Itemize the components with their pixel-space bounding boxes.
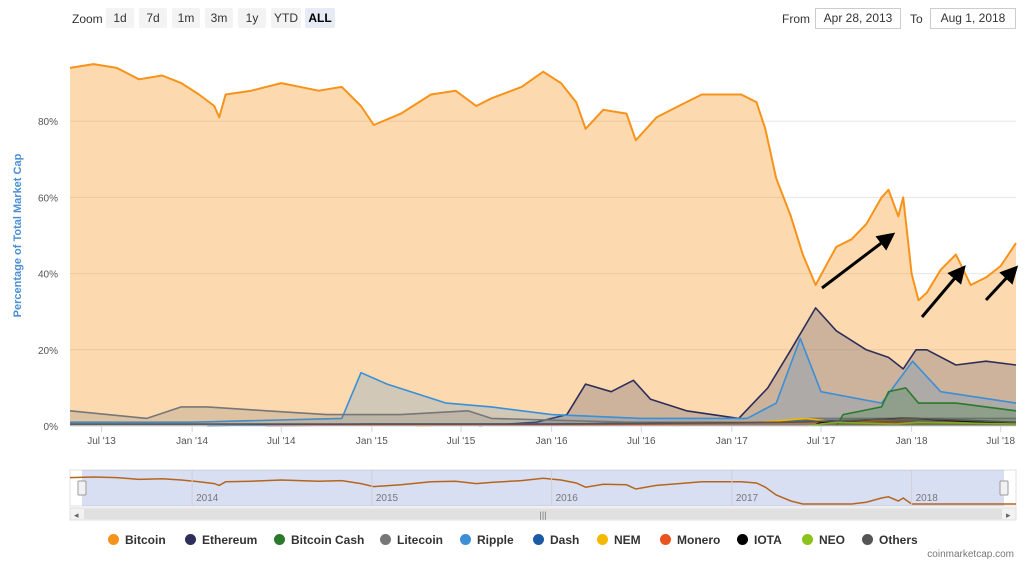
legend-dot-icon [737, 534, 748, 545]
zoom-button-1y[interactable]: 1y [238, 8, 266, 28]
x-axis: Jul '13 Jan '14 Jul '14 Jan '15 Jul '15 Jan '… [70, 425, 1016, 447]
y-tick-label: 20% [38, 346, 58, 357]
series-area-litecoin [70, 406, 1016, 426]
legend-item-others[interactable]: Others [862, 533, 918, 549]
legend-item-ethereum[interactable]: Ethereum [185, 533, 257, 549]
y-tick-label: 0% [44, 422, 59, 433]
to-label: To [910, 12, 923, 26]
zoom-button-1d[interactable]: 1d [106, 8, 134, 28]
legend-dot-icon [274, 534, 285, 545]
x-tick-label: Jul '18 [986, 436, 1015, 447]
navigator-tick-label: 2014 [196, 493, 219, 504]
legend-item-ripple[interactable]: Ripple [460, 533, 514, 549]
series-group [69, 63, 1017, 427]
legend-label: NEM [614, 533, 641, 547]
legend-label: Bitcoin Cash [291, 533, 365, 547]
legend-label: Ripple [477, 533, 514, 547]
legend-label: Monero [677, 533, 721, 547]
series-area-nem [416, 418, 1016, 426]
zoom-button-ytd[interactable]: YTD [271, 8, 301, 28]
navigator-frame [69, 469, 1017, 507]
zoom-button-7d[interactable]: 7d [139, 8, 167, 28]
zoom-button-all[interactable]: ALL [305, 8, 335, 28]
legend-dot-icon [862, 534, 873, 545]
y-tick-label: 80% [38, 117, 58, 128]
navigator-tick-label: 2018 [916, 493, 939, 504]
legend-label: Dash [550, 533, 580, 547]
legend-dot-icon [185, 534, 196, 545]
from-label: From [782, 12, 810, 26]
legend-label: Bitcoin [125, 533, 166, 547]
legend-item-iota[interactable]: IOTA [737, 533, 782, 549]
navigator-tick-label: 2017 [736, 493, 759, 504]
scroll-right-arrow[interactable]: ▸ [1006, 510, 1011, 520]
navigator-line [69, 476, 1016, 505]
x-tick-label: Jan '15 [356, 436, 388, 447]
legend-item-neo[interactable]: NEO [802, 533, 845, 549]
series-area-ethereum [479, 307, 1016, 426]
x-tick-label: Jan '14 [176, 436, 208, 447]
x-tick-label: Jan '18 [896, 436, 928, 447]
navigator-tick-label: 2016 [556, 493, 579, 504]
legend-item-monero[interactable]: Monero [660, 533, 720, 549]
scroll-left-arrow[interactable]: ◂ [74, 510, 79, 520]
legend-item-bitcoin-cash[interactable]: Bitcoin Cash [274, 533, 364, 549]
annotation-arrow [920, 265, 966, 318]
x-tick-label: Jan '17 [716, 436, 748, 447]
x-tick-label: Jul '14 [267, 436, 296, 447]
navigator-selection [82, 470, 1004, 506]
legend: Bitcoin Ethereum Bitcoin Cash Litecoin Rippl… [0, 530, 1034, 550]
y-tick-label: 40% [38, 270, 58, 281]
scrollbar-thumb[interactable] [84, 509, 1002, 519]
x-tick-label: Jul '15 [447, 436, 476, 447]
legend-dot-icon [108, 534, 119, 545]
series-area-ripple [70, 338, 1016, 426]
legend-item-nem[interactable]: NEM [597, 533, 641, 549]
x-tick-label: Jul '17 [807, 436, 836, 447]
navigator-handle-right[interactable] [999, 480, 1009, 496]
scrollbar-grip-icon: ||| [539, 510, 546, 520]
navigator-tick-label: 2015 [376, 493, 399, 504]
legend-label: Litecoin [397, 533, 444, 547]
zoom-label: Zoom [72, 12, 103, 26]
annotation-arrow [821, 232, 896, 290]
y-axis-title: Percentage of Total Market Cap [12, 153, 24, 317]
navigator: 2014 2015 2016 2017 2018 ◂ ▸ ||| [69, 469, 1017, 521]
x-tick-label: Jan '16 [536, 436, 568, 447]
from-date-input[interactable]: Apr 28, 2013 [815, 8, 901, 29]
legend-label: IOTA [754, 533, 782, 547]
legend-dot-icon [460, 534, 471, 545]
credits-link[interactable]: coinmarketcap.com [927, 549, 1014, 560]
series-line-neo [806, 421, 1017, 427]
zoom-button-3m[interactable]: 3m [205, 8, 233, 28]
zoom-button-1m[interactable]: 1m [172, 8, 200, 28]
legend-item-litecoin[interactable]: Litecoin [380, 533, 443, 549]
legend-label: Others [879, 533, 918, 547]
y-tick-label: 60% [38, 193, 58, 204]
legend-dot-icon [660, 534, 671, 545]
x-tick-label: Jul '16 [627, 436, 656, 447]
legend-dot-icon [380, 534, 391, 545]
to-date-input[interactable]: Aug 1, 2018 [930, 8, 1016, 29]
series-line-ethereum [479, 307, 1017, 427]
market-dominance-chart: 0% 20% 40% 60% 80% Percentage of Total Market… [12, 63, 1019, 521]
series-line-bitcoin-cash [835, 387, 1017, 427]
series-area-bitcoin [70, 64, 1016, 426]
series-line-ripple [70, 337, 1017, 423]
legend-dot-icon [597, 534, 608, 545]
series-area-bitcoin-cash [836, 387, 1016, 426]
legend-item-bitcoin[interactable]: Bitcoin [108, 533, 166, 549]
annotation-arrows [821, 232, 1019, 318]
legend-dot-icon [533, 534, 544, 545]
legend-label: NEO [819, 533, 846, 547]
x-tick-label: Jul '13 [87, 436, 116, 447]
series-line-bitcoin [69, 63, 1017, 302]
navigator-handle-left[interactable] [77, 480, 87, 496]
toolbar: Zoom 1d 7d 1m 3m 1y YTD ALL From Apr 28,… [0, 0, 1034, 36]
series-line-others [70, 417, 1017, 425]
legend-label: Ethereum [202, 533, 258, 547]
annotation-arrow [984, 265, 1019, 302]
legend-dot-icon [802, 534, 813, 545]
legend-item-dash[interactable]: Dash [533, 533, 579, 549]
